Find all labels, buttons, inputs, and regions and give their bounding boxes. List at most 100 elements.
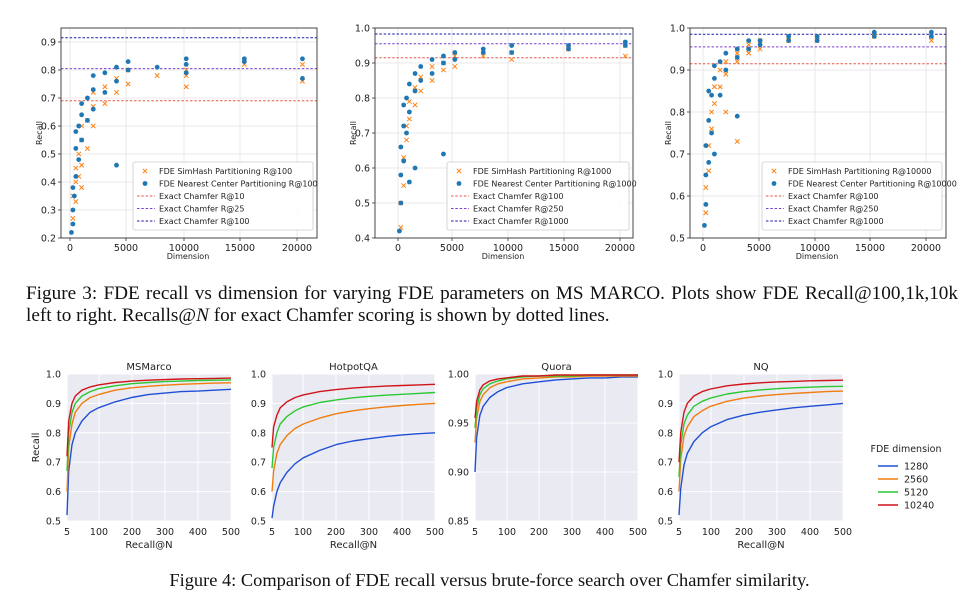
legend-simhash: FDE SimHash Partitioning R@10000 <box>788 167 931 176</box>
recall-curve-plot-3: 0.85 0.90 0.95 1.00 5 100 200 300 400 500 Quora <box>448 362 647 538</box>
x-axis-label: Dimension <box>167 252 210 261</box>
legend-label-5120: 5120 <box>904 488 928 499</box>
nearest-center-point <box>241 56 247 62</box>
nearest-center-point <box>85 118 90 123</box>
recall-curve-1280 <box>474 376 638 473</box>
simhash-point <box>401 154 407 161</box>
simhash-point <box>709 126 715 132</box>
nearest-center-point <box>73 174 79 179</box>
simhash-point <box>757 46 763 52</box>
nearest-center-point <box>709 92 714 98</box>
y-tick-label: 0.9 <box>41 38 56 49</box>
x-tick-label: 100 <box>90 527 108 538</box>
simhash-point <box>102 84 108 90</box>
x-tick-label: 100 <box>702 527 720 538</box>
nearest-center-point <box>401 158 407 164</box>
y-tick-label: 0.90 <box>448 468 469 479</box>
recall-curve-2560 <box>66 382 232 492</box>
nearest-center-point <box>406 179 412 185</box>
legend-marker-dot <box>456 181 462 186</box>
x-tick-label: 0 <box>67 243 73 254</box>
nearest-center-point <box>398 172 404 178</box>
simhash-point <box>412 102 418 108</box>
nearest-center-point <box>717 59 723 64</box>
x-tick-label: 5 <box>269 527 275 538</box>
nearest-center-point <box>757 42 763 48</box>
simhash-point <box>412 84 418 91</box>
y-tick-label: 0.95 <box>448 419 469 430</box>
nearest-center-point <box>712 76 717 81</box>
y-tick-label: 0.8 <box>658 428 673 439</box>
x-tick-label: 15000 <box>549 243 579 254</box>
plot-area <box>475 374 638 521</box>
nearest-center-point <box>70 185 76 191</box>
plot-title: Quora <box>541 362 572 373</box>
nearest-center-point <box>71 193 77 199</box>
x-tick-label: 200 <box>735 527 753 538</box>
y-tick-label: 0.8 <box>355 94 370 105</box>
recall-curve-2560 <box>678 390 844 492</box>
nearest-center-point <box>712 151 717 157</box>
nearest-center-point <box>401 123 407 129</box>
simhash-point <box>183 84 189 90</box>
legend: FDE SimHash Partitioning R@100 FDE Neares… <box>132 161 318 231</box>
plot-title: MSMarco <box>126 362 171 373</box>
legend-nearest-center: FDE Nearest Center Partitioning R@1000 <box>473 180 637 189</box>
x-tick-label: 5 <box>472 527 478 538</box>
simhash-point <box>706 168 712 174</box>
nearest-center-point <box>90 73 96 78</box>
y-tick-label: 0.2 <box>41 234 56 245</box>
x-tick-label: 10000 <box>169 243 199 254</box>
x-tick-label: 5000 <box>440 243 464 254</box>
y-tick-label: 0.6 <box>41 122 56 133</box>
x-tick-label: 20000 <box>605 243 635 254</box>
nearest-center-point <box>871 29 877 35</box>
y-tick-label: 1.0 <box>251 370 266 381</box>
simhash-point <box>734 138 740 144</box>
plot-area <box>679 374 843 521</box>
nearest-center-point <box>706 160 712 165</box>
nearest-center-point <box>79 137 85 143</box>
simhash-point <box>703 210 709 216</box>
y-tick-label: 0.5 <box>670 234 685 245</box>
simhash-point <box>102 101 108 107</box>
nearest-center-point <box>746 46 752 52</box>
nearest-center-point <box>928 34 934 39</box>
nearest-center-point <box>709 130 714 136</box>
x-tick-label: 5 <box>64 527 70 538</box>
recall-curve-10240 <box>66 377 232 457</box>
y-axis-label: Recall <box>664 121 673 145</box>
x-tick-label: 200 <box>530 527 548 538</box>
simhash-point <box>711 84 717 90</box>
recall-curve-1280 <box>66 388 232 516</box>
simhash-point <box>418 74 424 80</box>
nearest-center-point <box>76 123 82 129</box>
y-tick-label: 0.7 <box>41 94 56 105</box>
x-tick-label: 10000 <box>800 243 830 254</box>
legend-exact-3: Exact Chamfer R@100 <box>159 217 250 226</box>
simhash-point <box>717 67 723 73</box>
simhash-point <box>154 73 160 79</box>
nearest-center-point <box>441 53 446 59</box>
y-tick-label: 0.6 <box>355 164 370 175</box>
nearest-center-point <box>723 50 729 56</box>
x-tick-label: 300 <box>360 527 378 538</box>
nearest-center-point <box>757 38 763 43</box>
recall-curve-10240 <box>678 379 844 463</box>
plot-frame <box>374 27 634 239</box>
nearest-center-point <box>703 172 709 178</box>
nearest-center-point <box>154 64 160 70</box>
legend-marker-dot <box>142 181 148 186</box>
simhash-point <box>703 185 709 191</box>
legend-box <box>446 161 630 231</box>
nearest-center-point <box>706 118 712 123</box>
plot-title: HotpotQA <box>329 362 378 373</box>
simhash-point <box>113 89 120 95</box>
y-tick-label: 0.85 <box>448 517 469 528</box>
nearest-center-point <box>125 67 131 73</box>
plot-frame <box>60 27 318 239</box>
simhash-point <box>403 137 410 143</box>
nearest-center-point <box>76 157 82 163</box>
nearest-center-point <box>102 90 108 95</box>
nearest-center-point <box>509 50 515 55</box>
